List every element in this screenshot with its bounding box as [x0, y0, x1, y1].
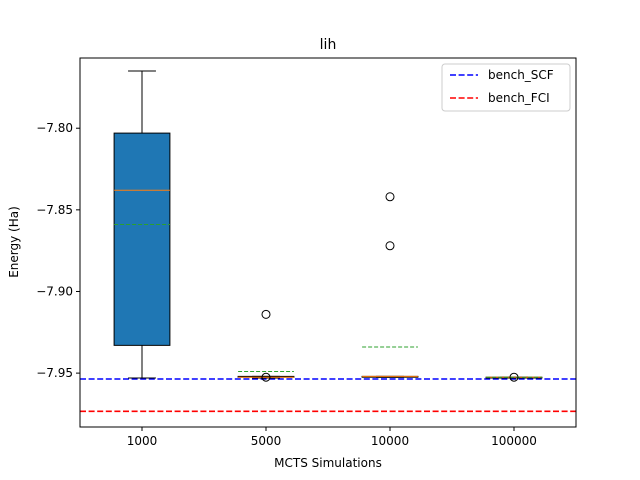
outlier-point [261, 309, 271, 319]
x-tick-label: 5000 [251, 434, 282, 448]
box-iqr [113, 132, 171, 346]
reference-lines [80, 378, 576, 413]
legend-frame [441, 63, 571, 112]
y-tick-label: −7.95 [36, 366, 73, 380]
box-group-100000 [485, 372, 543, 382]
x-tick-label: 10000 [371, 434, 409, 448]
y-axis-ticks: −7.80 −7.85 −7.90 −7.95 [36, 121, 80, 380]
boxes [113, 70, 543, 382]
plot-frame [79, 57, 577, 428]
outlier-point [385, 241, 395, 251]
box-group-10000 [361, 192, 419, 378]
x-tick-label: 1000 [127, 434, 158, 448]
x-tick-label: 100000 [491, 434, 537, 448]
outlier-point [261, 372, 271, 382]
outlier-point [509, 372, 519, 382]
chart-title: lih [320, 37, 337, 53]
y-axis-label: Energy (Ha) [7, 206, 21, 278]
x-axis-label: MCTS Simulations [274, 456, 382, 470]
x-axis-ticks: 1000 5000 10000 100000 [127, 427, 537, 448]
box-group-5000 [237, 309, 295, 382]
legend-label-bench-fci: bench_FCI [488, 91, 550, 105]
y-tick-label: −7.80 [36, 121, 73, 135]
outlier-point [385, 192, 395, 202]
legend-label-bench-scf: bench_SCF [488, 68, 554, 82]
box-group-1000 [113, 70, 171, 379]
y-tick-label: −7.90 [36, 284, 73, 298]
legend: bench_SCF bench_FCI [441, 63, 571, 112]
y-tick-label: −7.85 [36, 203, 73, 217]
